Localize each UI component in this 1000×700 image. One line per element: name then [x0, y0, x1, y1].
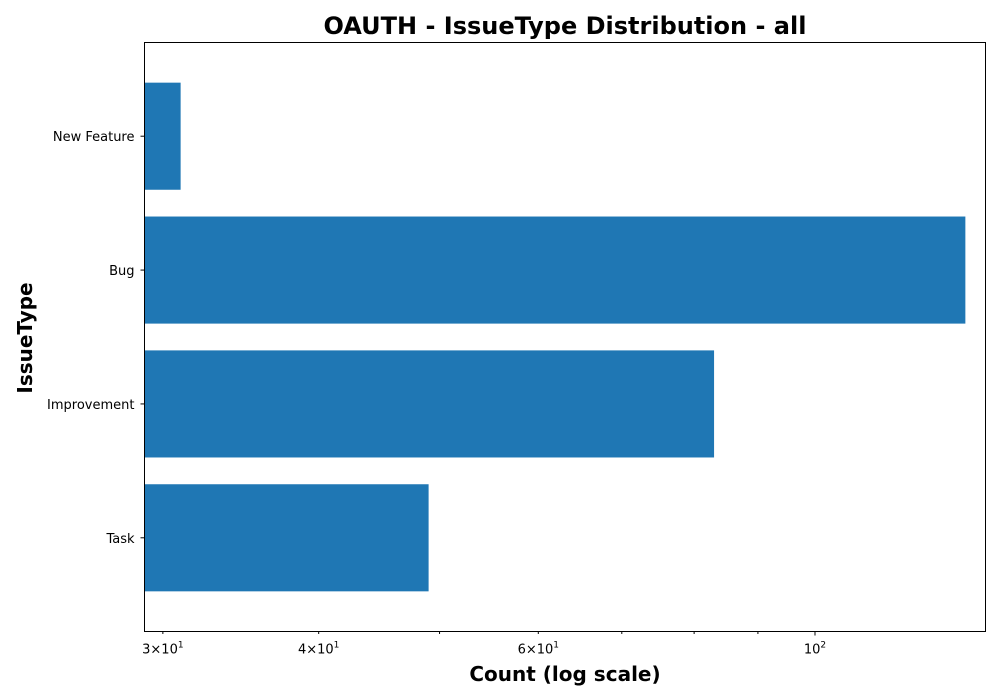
x-axis: 102 3×101 4×101 6×101 — [142, 631, 826, 658]
y-axis: Task Improvement Bug New Feature — [47, 130, 145, 547]
bar-bug — [144, 216, 966, 324]
bar-improvement — [144, 350, 715, 458]
y-tick-label: New Feature — [53, 130, 135, 145]
x-tick-label: 4×101 — [298, 641, 339, 658]
chart-title: OAUTH - IssueType Distribution - all — [324, 12, 807, 40]
x-tick-label: 6×101 — [518, 641, 559, 658]
y-axis-label: IssueType — [13, 282, 37, 393]
x-tick-label: 102 — [804, 641, 826, 658]
bar-task — [144, 484, 429, 592]
plot-frame — [144, 42, 986, 632]
bar-group — [144, 82, 966, 592]
x-axis-label: Count (log scale) — [469, 662, 660, 686]
y-tick-label: Task — [105, 532, 135, 547]
y-tick-label: Improvement — [47, 398, 134, 413]
y-tick-label: Bug — [109, 264, 134, 279]
bar-new-feature — [144, 82, 181, 190]
x-tick-label: 3×101 — [142, 641, 183, 658]
